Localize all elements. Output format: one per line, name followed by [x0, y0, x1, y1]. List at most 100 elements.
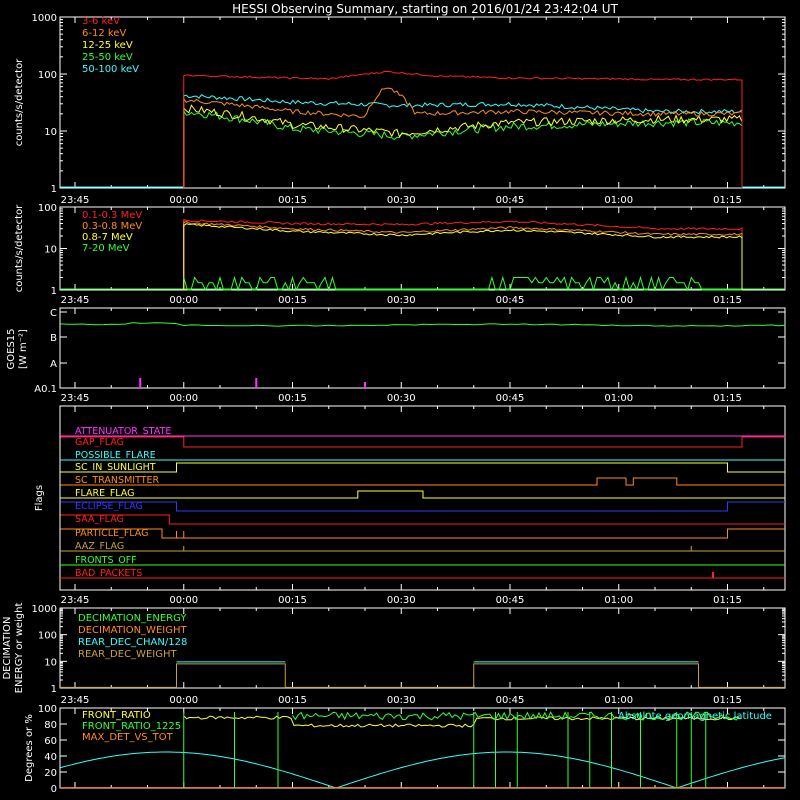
legend-item: 0.8-7 MeV — [82, 232, 133, 243]
flag-line — [60, 501, 785, 512]
front-ratio-line — [183, 715, 741, 728]
legend-item: DECIMATION_WEIGHT — [78, 625, 187, 636]
y-tick-label: 1 — [51, 286, 57, 297]
time-tick-label: 00:45 — [496, 295, 525, 306]
legend-item: DECIMATION_ENERGY — [78, 613, 187, 624]
lightcurve-25-50keV — [183, 109, 743, 189]
high-energy-series — [183, 221, 743, 291]
y-tick-label: A — [50, 359, 57, 370]
flag-line — [60, 514, 785, 525]
y-tick-label: B — [50, 333, 57, 344]
ratio-ylabel: Degrees or % — [24, 714, 35, 782]
flag-line — [60, 436, 785, 448]
flag-label: ATTENUATOR_STATE — [75, 426, 171, 437]
goes-ylabel: GOES15 — [6, 328, 17, 369]
legend-item: 0.3-0.8 MeV — [82, 221, 142, 232]
y-tick-label: 1 — [51, 684, 57, 695]
time-tick-label: 01:00 — [604, 295, 633, 306]
legend-item: 12-25 keV — [82, 40, 133, 51]
y-tick-label: 0 — [51, 784, 57, 795]
goes-units: [W m⁻²] — [18, 329, 29, 369]
time-tick-label: 00:00 — [169, 595, 198, 606]
flag-line — [60, 477, 785, 486]
legend-item: MAX_DET_VS_TOT — [82, 732, 174, 743]
lightcurve-12-25keV — [183, 104, 743, 189]
y-tick-label: 10 — [44, 127, 57, 138]
flag-label: PARTICLE_FLAG — [75, 528, 148, 539]
time-tick-label: 00:45 — [496, 195, 525, 206]
time-tick-label: 00:15 — [278, 393, 307, 404]
time-tick-label: 01:00 — [604, 595, 633, 606]
y-tick-label: C — [50, 308, 57, 319]
time-tick-label: 01:15 — [713, 595, 742, 606]
time-tick-label: 23:45 — [61, 393, 90, 404]
y-tick-label: 100 — [38, 70, 57, 81]
high-energy-ylabel: counts/s/detector — [14, 204, 25, 292]
time-tick-label: 00:15 — [278, 595, 307, 606]
lightcurve-ylabel: counts/s/detector — [14, 58, 25, 146]
time-tick-label: 00:45 — [496, 393, 525, 404]
lightcurve-50-100keV — [183, 94, 743, 189]
time-tick-label: 01:15 — [713, 295, 742, 306]
flag-label: FRONTS_OFF — [75, 555, 137, 566]
time-tick-label: 23:45 — [61, 195, 90, 206]
y-tick-label: 80 — [44, 720, 57, 731]
y-tick-label: 100 — [38, 631, 57, 642]
rear-dec-weight-line — [60, 663, 785, 688]
decimation-ylabel-1: DECIMATION — [2, 616, 13, 679]
flag-line — [60, 528, 785, 539]
time-tick-label: 23:45 — [61, 295, 90, 306]
legend-item: 3-6 keV — [82, 16, 120, 27]
time-tick-label: 23:45 — [61, 695, 90, 706]
time-tick-label: 00:15 — [278, 195, 307, 206]
legend-item: 6-12 keV — [82, 28, 126, 39]
time-tick-label: 01:00 — [604, 695, 633, 706]
y-tick-label: 10 — [44, 245, 57, 256]
time-tick-label: 00:00 — [169, 695, 198, 706]
decimation-ylabel-2: ENERGY or weight — [14, 603, 25, 694]
y-tick-label: 1000 — [32, 13, 57, 24]
time-tick-label: 00:15 — [278, 295, 307, 306]
legend-item: Absolute geomagnetic latitude — [618, 711, 772, 722]
legend-item: 7-20 MeV — [82, 243, 130, 254]
y-tick-label: 60 — [44, 736, 57, 747]
y-tick-label: A0.1 — [34, 384, 57, 395]
flag-label: ECLIPSE_FLAG — [75, 501, 143, 512]
flag-label: SAA_FLAG — [75, 514, 124, 525]
time-tick-label: 23:45 — [61, 595, 90, 606]
flag-label: AAZ_FLAG — [75, 541, 124, 552]
flag-label: BAD_PACKETS — [75, 568, 142, 579]
flag-label: GAP_FLAG — [75, 437, 124, 448]
lightcurve-panel — [59, 16, 786, 189]
time-tick-label: 01:15 — [713, 695, 742, 706]
legend-item: REAR_DEC_CHAN/128 — [78, 637, 187, 648]
time-tick-label: 00:00 — [169, 195, 198, 206]
legend-item: 0.1-0.3 MeV — [82, 210, 142, 221]
time-tick-label: 01:15 — [713, 393, 742, 404]
legend-item: 50-100 keV — [82, 64, 139, 75]
goes-panel — [59, 307, 786, 389]
flag-label: SC_TRANSMITTER — [75, 475, 160, 486]
geomag-latitude-line — [60, 751, 786, 789]
time-tick-label: 00:30 — [387, 295, 416, 306]
legend-item: REAR_DEC_WEIGHT — [78, 649, 177, 660]
time-tick-label: 00:00 — [169, 393, 198, 404]
time-tick-label: 00:15 — [278, 695, 307, 706]
flag-label: POSSIBLE_FLARE — [75, 450, 156, 461]
time-tick-label: 00:30 — [387, 695, 416, 706]
flag-label: SC_IN_SUNLIGHT — [75, 462, 156, 473]
y-tick-label: 40 — [44, 752, 57, 763]
time-tick-label: 00:30 — [387, 595, 416, 606]
time-tick-label: 00:00 — [169, 295, 198, 306]
legend-item: FRONT_RATIO — [82, 710, 151, 721]
y-tick-label: 1000 — [32, 604, 57, 615]
y-tick-label: 10 — [44, 657, 57, 668]
decimation-panel — [59, 607, 786, 689]
flag-line — [60, 490, 785, 499]
time-tick-label: 00:45 — [496, 695, 525, 706]
flags-ylabel: Flags — [34, 485, 45, 511]
y-tick-label: 100 — [38, 203, 57, 214]
legend-item: 25-50 keV — [82, 52, 133, 63]
high-energy-series — [183, 223, 743, 291]
